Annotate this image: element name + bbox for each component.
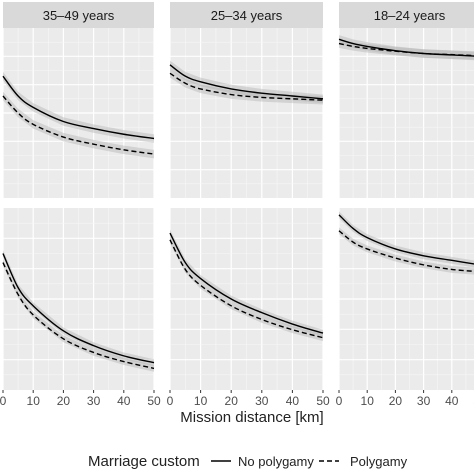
legend-entry: No polygamy [211, 454, 314, 469]
facet-strip: 35–49 years [3, 2, 154, 28]
x-tick-label: 20 [389, 394, 403, 408]
x-tick-label: 20 [225, 394, 239, 408]
series-line-polygamy [2, 262, 155, 370]
facet-strip-label: 25–34 years [211, 8, 283, 23]
x-tick-label: 10 [361, 394, 375, 408]
x-tick-label: 30 [255, 394, 269, 408]
facet-panel [169, 208, 324, 393]
legend-title: Marriage custom [88, 453, 200, 470]
legend-entry: Polygamy [319, 454, 408, 469]
x-axis-label: Mission distance [km] [180, 409, 323, 426]
legend-label: Polygamy [350, 454, 408, 469]
x-tick-label: 0 [336, 394, 343, 408]
facet-panel [338, 28, 474, 198]
x-tick-label: 10 [194, 394, 208, 408]
series-line-no-polygamy [169, 64, 324, 100]
confidence-band [170, 229, 323, 337]
facet-strip-label: 18–24 years [374, 8, 446, 23]
x-tick-label: 50 [316, 394, 330, 408]
x-tick-label: 10 [27, 394, 41, 408]
x-tick-label: 0 [0, 394, 7, 408]
facet-panel [2, 208, 155, 393]
x-tick-label: 40 [117, 394, 131, 408]
facet-strip-background [170, 2, 323, 28]
confidence-band [3, 259, 154, 372]
series-line-polygamy [169, 239, 324, 339]
series-line-polygamy [338, 42, 474, 57]
series-line-polygamy [338, 230, 474, 272]
x-tick-label: 50 [147, 394, 161, 408]
series-line-polygamy [2, 95, 155, 155]
confidence-band [170, 236, 323, 342]
facet-panel [169, 28, 324, 198]
x-tick-label: 30 [87, 394, 101, 408]
confidence-band [170, 60, 323, 104]
panels-layer: 35–49 years 25–34 years 18–24 years [2, 2, 474, 393]
facet-strip: 25–34 years [170, 2, 323, 28]
facet-strip-background [3, 2, 154, 28]
x-tick-labels: 010203040500102030405001020304050 [0, 394, 474, 408]
series-line-polygamy [169, 72, 324, 101]
series-line-no-polygamy [2, 253, 155, 364]
series-line-no-polygamy [169, 232, 324, 334]
facet-panel [2, 28, 155, 198]
facet-strip-label: 35–49 years [43, 8, 115, 23]
x-tick-label: 20 [57, 394, 71, 408]
series-line-no-polygamy [2, 75, 155, 140]
x-tick-label: 40 [286, 394, 300, 408]
facet-panel [338, 208, 474, 393]
x-tick-label: 40 [445, 394, 459, 408]
confidence-band [3, 250, 154, 367]
facet-strip: 18–24 years [339, 2, 474, 28]
x-tick-label: 30 [417, 394, 431, 408]
series-line-no-polygamy [338, 214, 474, 265]
facet-strip-background [339, 2, 474, 28]
legend-label: No polygamy [238, 454, 314, 469]
x-tick-label: 0 [167, 394, 174, 408]
legend: Marriage custom No polygamy Polygamy [88, 453, 408, 470]
